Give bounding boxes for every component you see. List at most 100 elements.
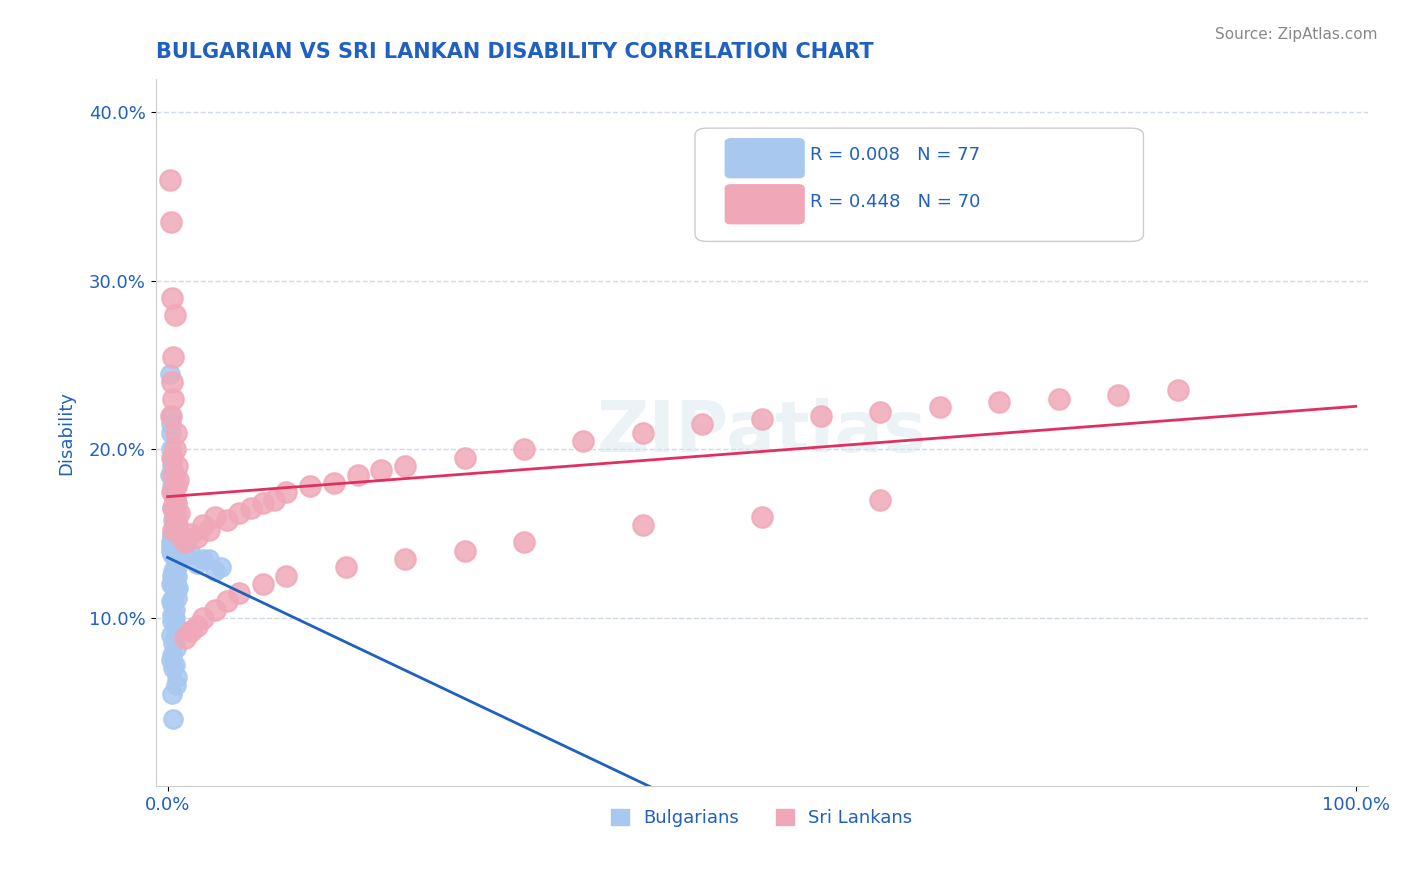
Point <box>163 547 186 561</box>
Point <box>228 507 250 521</box>
Point <box>751 412 773 426</box>
Point <box>165 678 187 692</box>
Point <box>167 581 190 595</box>
Point <box>169 552 191 566</box>
Point <box>162 450 184 465</box>
Point <box>163 492 186 507</box>
Point <box>163 631 186 645</box>
Point <box>204 564 226 578</box>
Point <box>162 712 184 726</box>
Point <box>239 501 262 516</box>
Text: R = 0.448   N = 70: R = 0.448 N = 70 <box>810 194 980 211</box>
Point <box>162 598 184 612</box>
Point <box>572 434 595 448</box>
Point <box>162 547 184 561</box>
Point <box>453 450 475 465</box>
Point <box>228 585 250 599</box>
Point <box>869 492 891 507</box>
Point <box>162 607 184 622</box>
Point <box>160 594 183 608</box>
Point <box>160 215 183 229</box>
Text: R = 0.008   N = 77: R = 0.008 N = 77 <box>810 146 980 164</box>
Point <box>160 425 183 440</box>
Point <box>186 557 208 571</box>
Point <box>159 367 181 381</box>
Point <box>162 636 184 650</box>
Point <box>276 484 298 499</box>
Point <box>165 479 187 493</box>
Point <box>165 496 187 510</box>
Point <box>370 462 392 476</box>
Point <box>162 484 184 499</box>
Point <box>394 552 416 566</box>
Point <box>162 459 184 474</box>
Point <box>631 518 654 533</box>
Point <box>162 467 184 482</box>
Point <box>162 392 184 406</box>
Text: BULGARIAN VS SRI LANKAN DISABILITY CORRELATION CHART: BULGARIAN VS SRI LANKAN DISABILITY CORRE… <box>156 42 873 62</box>
Point <box>162 375 184 389</box>
Point <box>513 442 536 457</box>
Point <box>869 405 891 419</box>
Point <box>162 526 184 541</box>
Point <box>166 518 188 533</box>
Point <box>162 648 184 662</box>
Point <box>163 560 186 574</box>
Point <box>163 496 186 510</box>
Point <box>163 658 186 673</box>
Point <box>276 569 298 583</box>
Point <box>166 523 188 537</box>
Point <box>174 535 197 549</box>
Point <box>166 569 188 583</box>
Point <box>252 577 274 591</box>
Point <box>163 308 186 322</box>
Point <box>162 450 184 465</box>
Point <box>162 484 184 499</box>
Point <box>163 518 186 533</box>
Point <box>162 591 184 605</box>
Point <box>193 611 215 625</box>
Point <box>810 409 832 423</box>
Point <box>252 496 274 510</box>
Point <box>162 476 184 491</box>
Point <box>988 395 1011 409</box>
Point <box>180 624 202 639</box>
Point <box>162 543 184 558</box>
Text: Source: ZipAtlas.com: Source: ZipAtlas.com <box>1215 27 1378 42</box>
Point <box>929 401 952 415</box>
Point <box>163 509 186 524</box>
Point <box>162 479 184 493</box>
Point <box>160 543 183 558</box>
Point <box>209 560 232 574</box>
Point <box>193 552 215 566</box>
Point <box>162 523 184 537</box>
Point <box>163 467 186 482</box>
Point <box>166 624 188 639</box>
Point <box>163 585 186 599</box>
Point <box>165 425 187 440</box>
Point <box>346 467 368 482</box>
Point <box>215 513 238 527</box>
Point <box>198 552 221 566</box>
Point <box>165 574 187 588</box>
Point <box>160 628 183 642</box>
Point <box>394 459 416 474</box>
Point <box>163 611 186 625</box>
Point <box>159 467 181 482</box>
Point <box>162 530 184 544</box>
Point <box>169 507 191 521</box>
Point <box>1047 392 1070 406</box>
Point <box>162 569 184 583</box>
Point <box>162 530 184 544</box>
Point <box>513 535 536 549</box>
Point <box>166 670 188 684</box>
Point <box>322 476 344 491</box>
Point <box>160 409 183 423</box>
Point <box>299 479 322 493</box>
Point <box>162 598 184 612</box>
Point <box>174 543 197 558</box>
Point <box>167 473 190 487</box>
Point <box>186 619 208 633</box>
FancyBboxPatch shape <box>725 185 804 224</box>
Y-axis label: Disability: Disability <box>58 391 75 475</box>
